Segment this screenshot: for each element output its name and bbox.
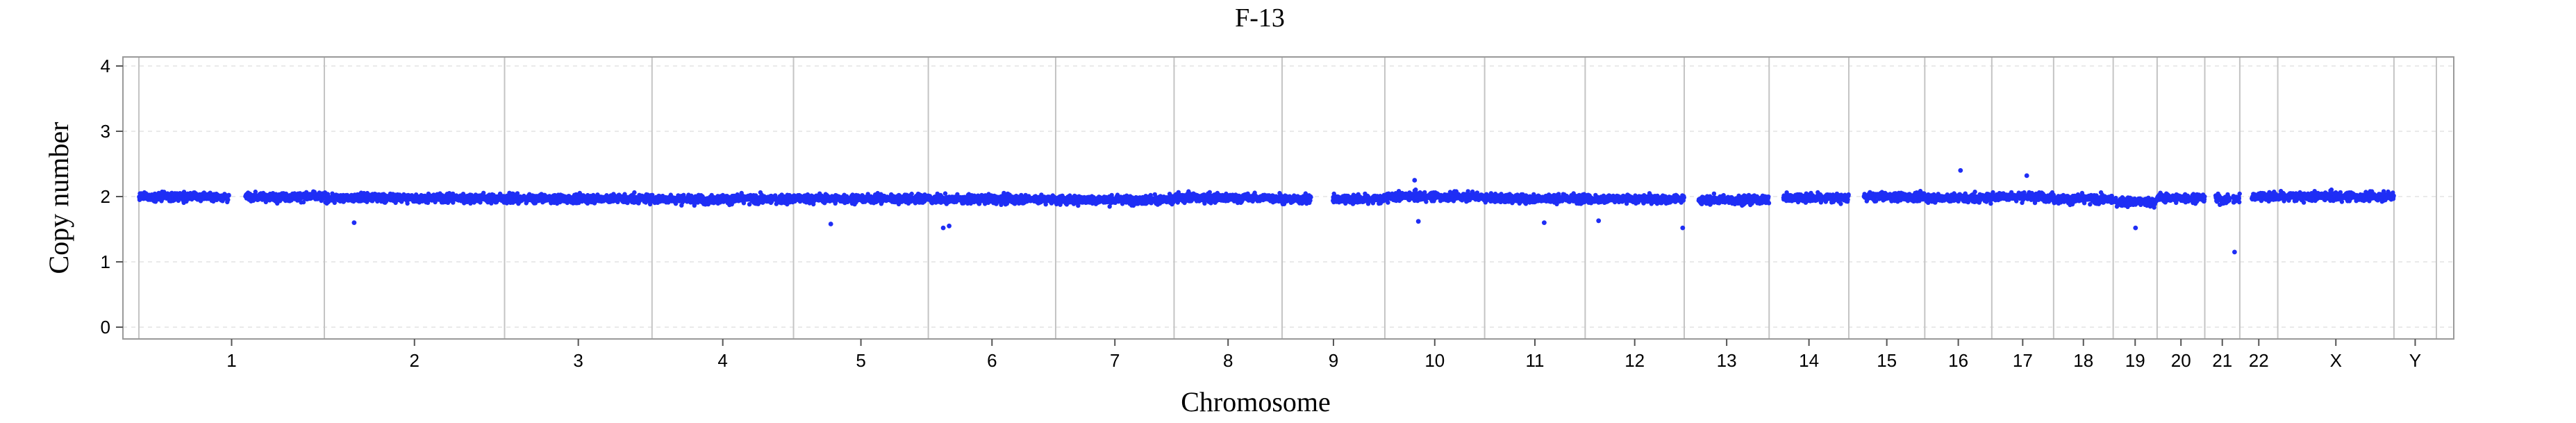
data-point: [481, 190, 486, 195]
chart-title: F-13: [1235, 3, 1285, 33]
data-point: [909, 191, 914, 197]
data-point: [226, 197, 231, 202]
data-point: [533, 201, 538, 206]
data-point: [1386, 200, 1390, 205]
data-point: [253, 189, 258, 194]
data-point: [632, 190, 637, 195]
data-point: [226, 193, 231, 198]
data-point: [1308, 194, 1313, 200]
data-point: [361, 190, 367, 196]
data-points: [137, 168, 2396, 255]
data-point: [301, 199, 306, 205]
data-point: [405, 201, 410, 206]
data-point: [515, 191, 520, 196]
data-point: [451, 200, 456, 205]
